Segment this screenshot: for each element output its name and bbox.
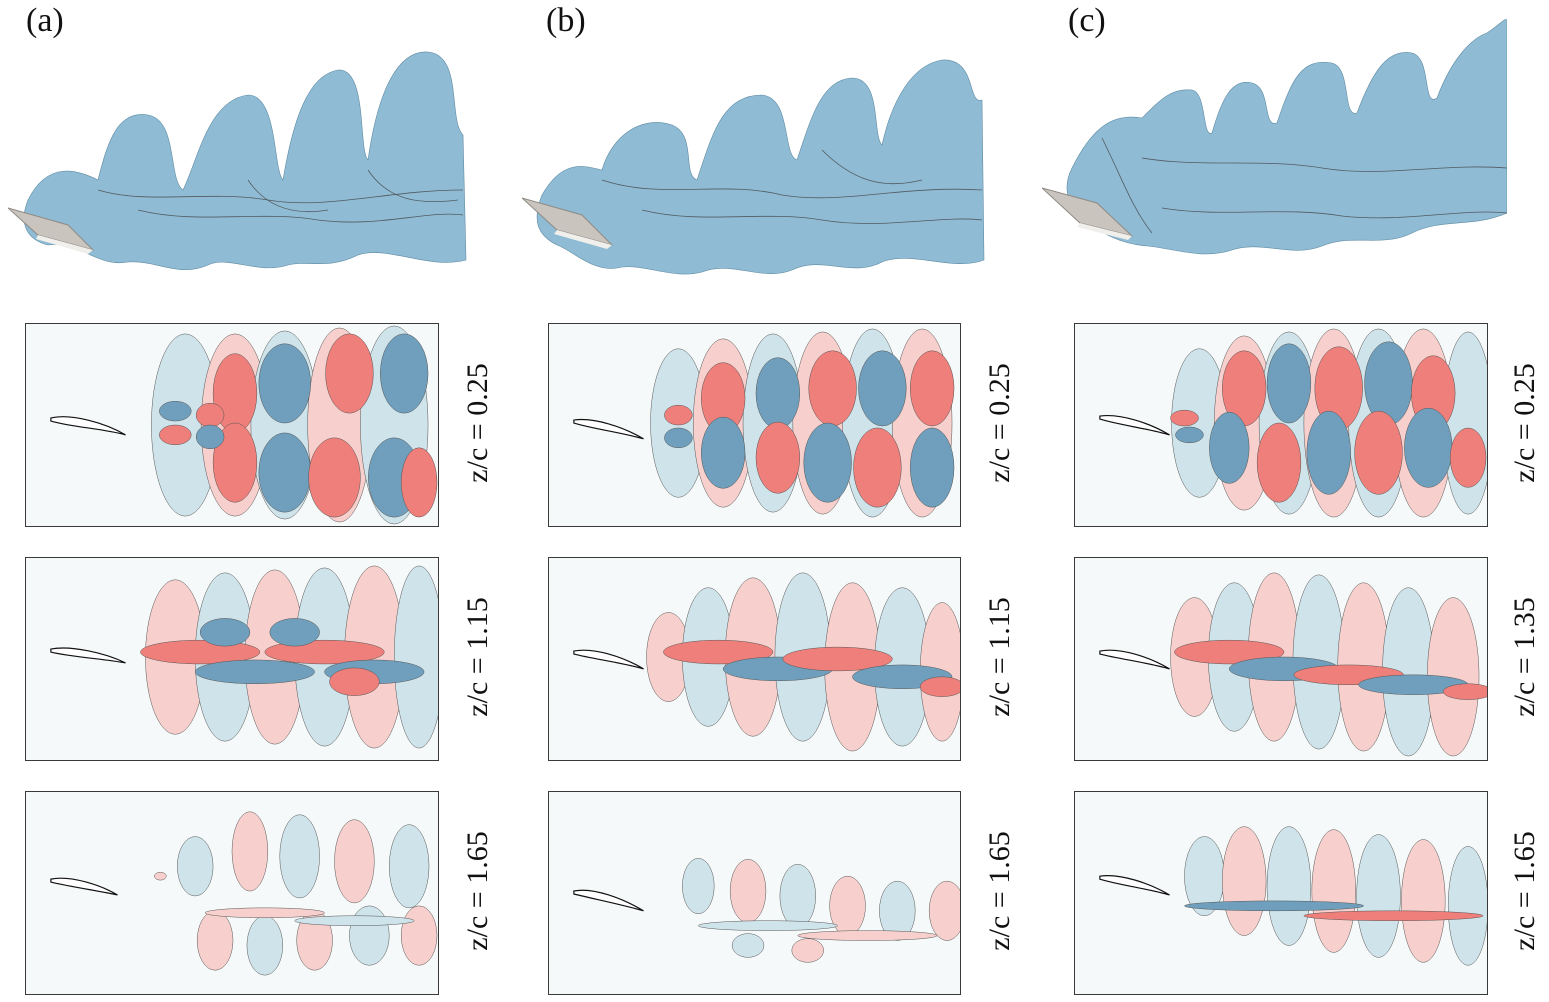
contour-panel-c-3 xyxy=(1074,791,1488,995)
slice-label-b-1: z/c = 0.25 xyxy=(983,363,1016,483)
isosurface-a xyxy=(8,51,467,271)
contour-panel-c-1 xyxy=(1074,323,1488,527)
slice-label-a-2: z/c = 1.15 xyxy=(461,597,494,717)
panel-label-b: (b) xyxy=(546,2,586,39)
slice-label-a-1: z/c = 0.25 xyxy=(461,363,494,483)
contour-panel-b-2 xyxy=(548,557,961,761)
slice-label-b-3: z/c = 1.65 xyxy=(983,831,1016,951)
isosurface-c xyxy=(1042,19,1507,255)
contour-panel-a-2 xyxy=(25,557,439,761)
contour-panel-c-2 xyxy=(1074,557,1488,761)
slice-label-c-1: z/c = 0.25 xyxy=(1508,363,1541,483)
contour-panel-b-1 xyxy=(548,323,961,527)
slice-label-b-2: z/c = 1.15 xyxy=(983,597,1016,717)
slice-label-a-3: z/c = 1.65 xyxy=(461,831,494,951)
panel-label-a: (a) xyxy=(26,2,64,39)
slice-label-c-3: z/c = 1.65 xyxy=(1508,831,1541,951)
contour-panel-a-1 xyxy=(25,323,439,527)
slice-label-c-2: z/c = 1.35 xyxy=(1508,597,1541,717)
panel-label-c: (c) xyxy=(1068,2,1106,39)
isosurface-b xyxy=(522,59,985,275)
contour-panel-a-3 xyxy=(25,791,439,995)
contour-panel-b-3 xyxy=(548,791,961,995)
